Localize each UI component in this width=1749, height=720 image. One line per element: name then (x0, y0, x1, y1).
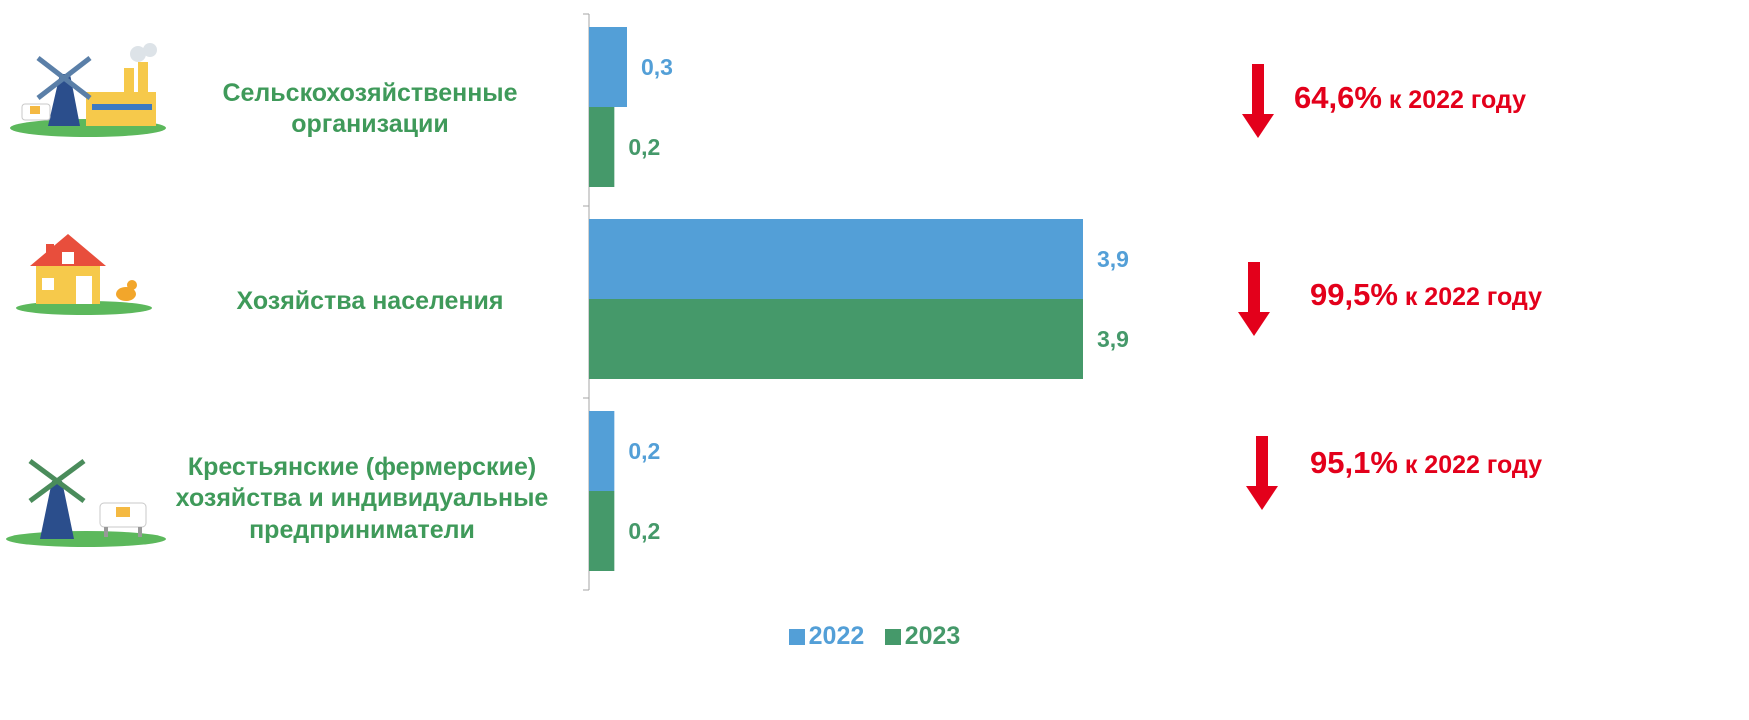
data-label-2022-0: 0,3 (641, 54, 673, 80)
bar-2023-1 (589, 299, 1083, 379)
change-caption: к 2022 году (1381, 86, 1526, 114)
legend-swatch-2023 (884, 628, 901, 645)
arrow-down-icon-2 (1246, 436, 1278, 510)
data-label-2023-1: 3,9 (1097, 326, 1129, 352)
legend: 2022 2023 (0, 622, 1749, 651)
bar-2023-0 (589, 107, 615, 187)
bar-2022-0 (589, 27, 627, 107)
legend-label-2023: 2023 (904, 622, 961, 650)
change-value: 64,6% (1294, 80, 1382, 115)
category-label-1: Хозяйства населения (236, 287, 504, 315)
legend-label-2022: 2022 (808, 622, 865, 650)
change-value: 95,1% (1310, 445, 1398, 480)
arrow-down-icon-0 (1242, 64, 1274, 138)
bar-2022-2 (589, 411, 615, 491)
change-text-2: 95,1% к 2022 году (1310, 445, 1542, 481)
data-label-2022-2: 0,2 (628, 438, 660, 464)
data-label-2022-1: 3,9 (1097, 246, 1129, 272)
category-label-2: Крестьянские (фермерские) хозяйства и ин… (175, 453, 549, 544)
data-label-2023-0: 0,2 (628, 134, 660, 160)
house-chicken-icon (16, 234, 152, 315)
farm-factory-icon (10, 43, 166, 137)
change-value: 99,5% (1310, 277, 1398, 312)
legend-item-2023: 2023 (884, 622, 961, 651)
change-caption: к 2022 году (1397, 451, 1542, 479)
legend-item-2022: 2022 (788, 622, 865, 651)
data-label-2023-2: 0,2 (628, 518, 660, 544)
change-caption: к 2022 году (1397, 283, 1542, 311)
arrow-down-icon-1 (1238, 262, 1270, 336)
change-text-1: 99,5% к 2022 году (1310, 277, 1542, 313)
legend-swatch-2022 (788, 628, 805, 645)
windmill-cow-icon (6, 458, 166, 547)
change-text-0: 64,6% к 2022 году (1294, 80, 1526, 116)
bar-2023-2 (589, 491, 615, 571)
category-label-0: Сельскохозяйственные организации (222, 79, 518, 139)
bar-2022-1 (589, 219, 1083, 299)
